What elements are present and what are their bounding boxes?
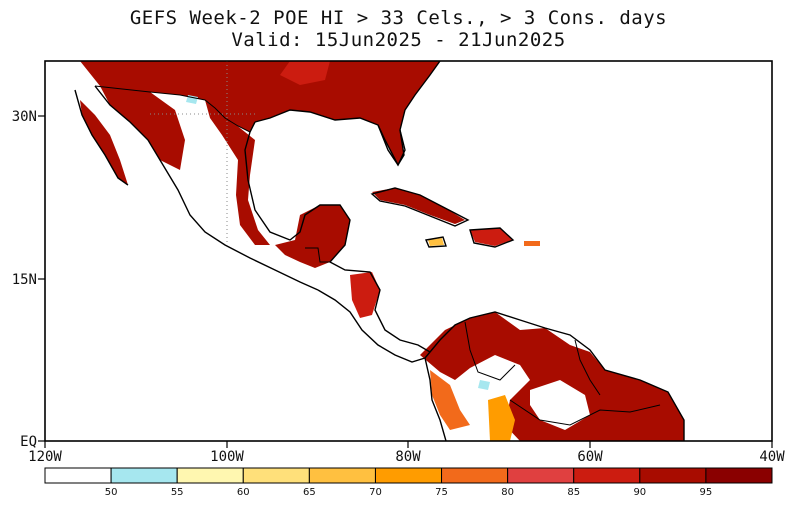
y-tick-label-eq: EQ	[20, 434, 37, 450]
border-venezuela-guyana	[574, 339, 601, 396]
x-tick-label-120w: 120W	[28, 449, 62, 465]
coastline-baja	[74, 89, 129, 186]
x-tick-label-80w: 80W	[395, 449, 421, 465]
x-tick-label-40w: 40W	[759, 449, 785, 465]
colorbar-swatch	[705, 467, 773, 484]
border-us-mexico	[94, 85, 251, 133]
colorbar-label: 85	[567, 487, 580, 498]
heat-region-mexico-east	[205, 100, 270, 245]
coastline-cuba	[370, 187, 470, 227]
colorbar-label: 90	[633, 487, 646, 498]
coastline-central-america-pacific	[317, 289, 426, 363]
coastline-south-america	[424, 311, 685, 441]
heat-region-amazon-edge	[488, 395, 515, 441]
y-tick-label-30n: 30N	[12, 109, 37, 125]
axis-ticks	[38, 115, 773, 448]
coastline-south-america-pacific	[424, 357, 447, 441]
heat-region-yucatan	[275, 205, 350, 268]
colorbar-label: 95	[700, 487, 713, 498]
colorbar-swatch	[374, 467, 443, 484]
colorbar-label: 70	[369, 487, 382, 498]
coastline-florida	[377, 124, 406, 167]
x-tick-label-100w: 100W	[210, 449, 244, 465]
borders	[94, 85, 661, 426]
coastline-hispaniola	[469, 227, 515, 248]
coastline-mexico-west	[94, 85, 319, 291]
heat-region-mexico-baja	[80, 100, 128, 185]
heat-region-colombia-west	[430, 370, 470, 430]
colorbar: 50 55 60 65 70 75 80 85 90 95	[44, 467, 773, 498]
map-title-line1: GEFS Week-2 POE HI > 33 Cels., > 3 Cons.…	[129, 7, 668, 29]
heat-region-us-orange-edge	[280, 61, 330, 85]
colorbar-swatch	[44, 467, 112, 484]
coastline-us-gulf	[254, 61, 441, 167]
coastlines	[74, 61, 685, 441]
map-layer	[80, 61, 684, 441]
heat-region-jamaica	[428, 238, 444, 246]
colorbar-swatch	[110, 467, 178, 484]
heat-region-mexico-northwest	[100, 86, 185, 170]
colorbar-label: 75	[435, 487, 448, 498]
heat-region-hispaniola	[470, 228, 512, 246]
colorbar-swatch	[242, 467, 310, 484]
colorbar-swatch	[308, 467, 376, 484]
x-tick-label-60w: 60W	[577, 449, 603, 465]
coastline-central-america	[329, 261, 431, 353]
border-brazil-north	[509, 399, 661, 426]
heat-region-southern-us	[80, 61, 440, 165]
colorbar-swatch	[507, 467, 575, 484]
heat-region-cuba	[372, 188, 465, 224]
colorbar-swatch	[573, 467, 641, 484]
colorbar-swatch	[441, 467, 509, 484]
border-guatemala	[305, 247, 330, 263]
heat-region-venezuela-inner	[530, 380, 590, 430]
coastline-jamaica	[425, 236, 447, 248]
colorbar-label: 55	[171, 487, 184, 498]
colorbar-label: 80	[501, 487, 514, 498]
heat-region-south-america-north	[420, 312, 684, 441]
colorbar-swatch	[176, 467, 244, 484]
colorbar-label: 50	[105, 487, 118, 498]
y-tick-label-15n: 15N	[12, 272, 37, 288]
border-colombia-venezuela	[464, 321, 516, 381]
coastline-mexico-gulf	[244, 121, 351, 263]
map-title-line2: Valid: 15Jun2025 - 21Jun2025	[231, 29, 566, 51]
colorbar-label: 60	[237, 487, 250, 498]
colorbar-swatch	[639, 467, 707, 484]
colorbar-label: 65	[303, 487, 316, 498]
heat-region-central-america	[350, 272, 380, 318]
heat-region-puerto-rico	[524, 241, 540, 246]
